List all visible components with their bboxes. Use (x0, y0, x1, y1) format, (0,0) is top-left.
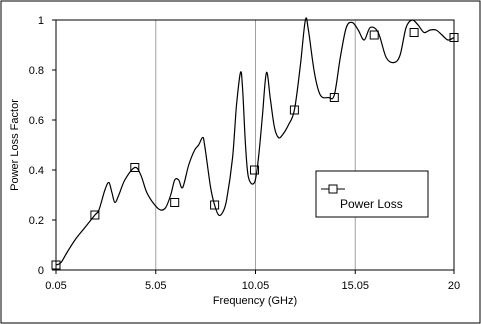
grid-lines (155, 20, 356, 270)
y-axis-title: Power Loss Factor (9, 99, 21, 191)
y-tick-label: 0.8 (29, 65, 44, 77)
legend-label: Power Loss (340, 197, 403, 211)
data-point-square-marker (329, 93, 339, 102)
y-tick-label: 0.4 (29, 165, 44, 177)
y-tick-label: 0.2 (29, 215, 44, 227)
data-point-square-marker (170, 198, 180, 207)
y-tick-label: 1 (38, 15, 44, 27)
legend: Power Loss (315, 170, 429, 218)
series-power-loss (51, 17, 459, 270)
series-line (55, 17, 455, 266)
x-tick-label: 20 (448, 280, 460, 292)
data-point-square-marker (369, 30, 379, 40)
data-point-square-marker (90, 210, 100, 220)
data-point-square-marker (289, 105, 299, 115)
x-tick-label: 5.05 (145, 280, 166, 292)
axes (52, 19, 455, 274)
legend-square-marker-icon (328, 184, 338, 194)
data-point-square-marker (130, 163, 140, 172)
x-tick-label: 10.05 (242, 280, 270, 292)
data-point-square-marker (210, 200, 220, 210)
x-tick-label: 0.05 (45, 280, 66, 292)
tick-labels: 0.05 5.05 10.05 15.05 20 0 0.2 0.4 0.6 0.8 1 (29, 15, 460, 292)
data-point-square-marker (409, 28, 419, 37)
y-tick-label: 0.6 (29, 115, 44, 127)
y-tick-label: 0 (38, 265, 44, 277)
x-tick-label: 15.05 (341, 280, 369, 292)
data-point-square-marker (449, 33, 459, 42)
x-axis-title: Frequency (GHz) (213, 295, 297, 307)
data-point-square-marker (250, 165, 260, 175)
data-point-square-marker (51, 260, 61, 270)
legend-box (315, 170, 429, 218)
